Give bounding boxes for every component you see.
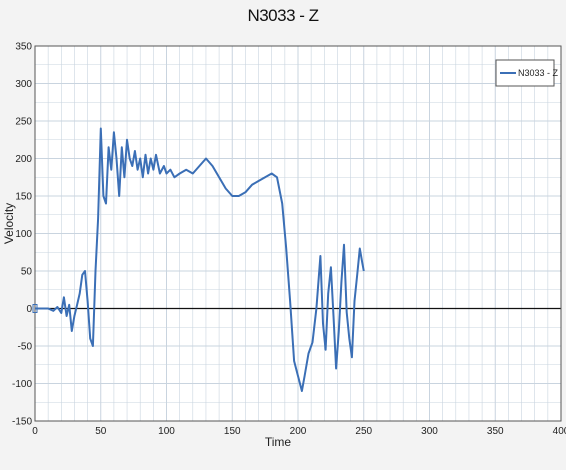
x-tick-label: 200 [290,426,307,437]
y-tick-label: -150 [12,417,32,428]
y-axis-title: Velocity [2,203,16,244]
y-tick-label: 350 [15,42,32,53]
y-tick-label: 50 [21,267,33,278]
legend-label: N3033 - Z [518,68,559,78]
series-line [35,127,365,392]
x-tick-label: 50 [95,426,107,437]
y-tick-label: 150 [15,192,32,203]
x-tick-label: 400 [553,426,566,437]
y-tick-label: 100 [15,229,32,240]
x-tick-label: 250 [355,426,372,437]
x-tick-label: 0 [32,426,38,437]
x-axis-title: Time [265,435,292,449]
y-tick-label: 0 [26,304,32,315]
series-start-marker [32,304,38,313]
x-tick-label: 350 [487,426,504,437]
chart-title: N3033 - Z [247,6,319,25]
y-tick-label: 250 [15,117,32,128]
x-tick-label: 150 [224,426,241,437]
x-tick-label: 300 [421,426,438,437]
y-tick-label: 300 [15,79,32,90]
y-tick-label: -100 [12,379,32,390]
y-tick-label: -50 [18,342,33,353]
x-tick-label: 100 [158,426,175,437]
y-tick-label: 200 [15,154,32,165]
plot-frame [34,45,562,422]
